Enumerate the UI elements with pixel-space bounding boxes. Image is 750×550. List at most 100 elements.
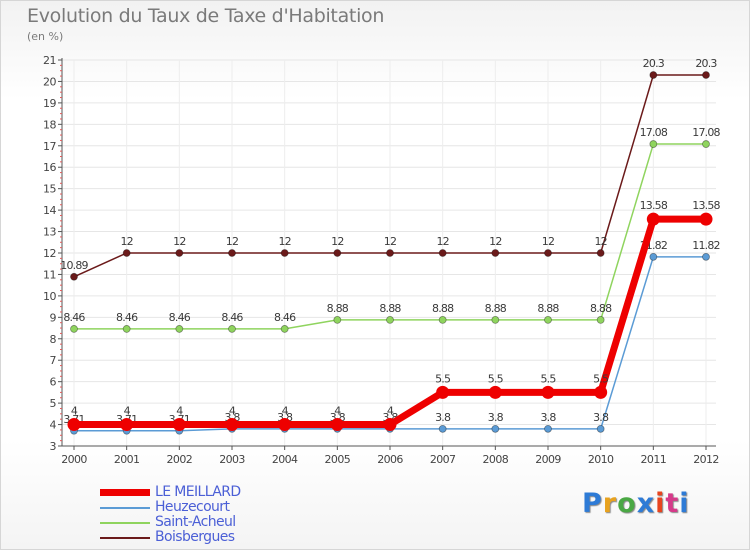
y-tick-label: 19: [43, 97, 56, 110]
y-tick-label: 8: [50, 333, 57, 346]
data-point-boisbergues: [280, 249, 289, 257]
data-label-boisbergues: 12: [436, 235, 448, 248]
series-saint-acheul: 8.46 8.46 8.46 8.46 8.46 8.88 8.88 8.88 8.88 8.88…: [63, 126, 721, 333]
y-tick-label: 18: [43, 118, 56, 131]
logo-letter: o: [617, 488, 637, 519]
data-point-le-meillard: [120, 418, 134, 432]
logo-letter: P: [582, 488, 603, 519]
y-tick-label: 17: [43, 140, 56, 153]
y-tick-label: 9: [50, 311, 57, 324]
y-tick-label: 13: [43, 226, 56, 239]
data-point-saint-acheul: [649, 140, 658, 148]
x-tick-label: 2006: [377, 453, 403, 466]
logo-letter: i: [655, 488, 666, 519]
data-point-boisbergues: [122, 249, 131, 257]
data-point-saint-acheul: [544, 316, 552, 324]
data-label-heuzecourt: 11.82: [692, 239, 720, 252]
data-label-heuzecourt: 3.8: [488, 411, 504, 424]
data-label-boisbergues: 12: [331, 235, 343, 248]
data-label-le-meillard: 4: [176, 405, 183, 418]
proxiti-logo: Proxiti: [582, 488, 690, 519]
data-point-saint-acheul: [491, 316, 500, 324]
data-point-saint-acheul: [70, 325, 78, 333]
y-tick-label: 20: [43, 75, 56, 88]
legend-swatch: [100, 537, 150, 539]
y-tick-label: 15: [43, 183, 56, 196]
logo-letter: t: [665, 488, 680, 519]
x-tick-label: 2002: [167, 453, 193, 466]
data-label-le-meillard: 5.5: [540, 372, 556, 385]
x-tick-label: 2012: [693, 453, 719, 466]
data-point-saint-acheul: [702, 140, 710, 148]
x-tick-label: 2007: [430, 453, 456, 466]
y-tick-label: 3: [50, 440, 57, 453]
data-point-boisbergues: [438, 249, 447, 257]
x-tick-label: 2004: [272, 453, 298, 466]
data-point-saint-acheul: [122, 325, 131, 333]
data-label-heuzecourt: 3.8: [540, 411, 556, 424]
data-label-le-meillard: 4: [229, 405, 236, 418]
data-label-boisbergues: 12: [173, 235, 185, 248]
legend-label: LE MEILLARD: [155, 484, 241, 500]
data-label-saint-acheul: 8.88: [485, 302, 507, 315]
data-label-le-meillard: 5.5: [435, 372, 451, 385]
data-label-le-meillard: 13.58: [640, 199, 668, 212]
data-label-saint-acheul: 17.08: [640, 126, 668, 139]
data-label-boisbergues: 12: [120, 235, 132, 248]
data-point-le-meillard: [330, 418, 344, 432]
data-label-boisbergues: 12: [594, 235, 606, 248]
y-tick-label: 7: [50, 354, 57, 367]
data-label-le-meillard: 5.5: [488, 372, 504, 385]
data-label-le-meillard: 4: [282, 405, 289, 418]
data-label-saint-acheul: 17.08: [692, 126, 720, 139]
data-point-saint-acheul: [438, 316, 447, 324]
data-label-boisbergues: 12: [384, 235, 396, 248]
data-point-heuzecourt: [491, 424, 500, 433]
logo-letter: x: [636, 488, 656, 519]
data-point-saint-acheul: [280, 325, 289, 333]
data-label-saint-acheul: 8.88: [537, 302, 559, 315]
data-point-saint-acheul: [175, 325, 184, 333]
data-label-le-meillard: 4: [71, 405, 78, 418]
data-point-saint-acheul: [228, 325, 236, 333]
data-point-saint-acheul: [596, 316, 605, 324]
data-point-heuzecourt: [544, 424, 552, 433]
data-label-saint-acheul: 8.88: [379, 302, 401, 315]
x-tick-label: 2000: [61, 453, 87, 466]
data-label-le-meillard: 4: [387, 405, 394, 418]
data-point-le-meillard: [541, 385, 555, 399]
data-label-saint-acheul: 8.46: [63, 311, 85, 324]
legend-label: Heuzecourt: [155, 499, 230, 515]
data-label-boisbergues: 20.3: [643, 57, 665, 70]
y-tick-label: 10: [43, 290, 56, 303]
data-point-le-meillard: [172, 418, 186, 432]
data-point-heuzecourt: [649, 252, 658, 261]
data-point-le-meillard: [488, 385, 502, 399]
y-tick-label: 14: [43, 204, 56, 217]
data-point-saint-acheul: [333, 316, 342, 324]
data-label-boisbergues: 12: [226, 235, 238, 248]
data-point-boisbergues: [70, 272, 78, 281]
data-label-le-meillard: 4: [334, 405, 341, 418]
data-point-heuzecourt: [702, 252, 710, 261]
data-point-boisbergues: [228, 249, 236, 257]
data-label-saint-acheul: 8.88: [327, 302, 349, 315]
data-label-heuzecourt: 3.8: [435, 411, 451, 424]
data-label-heuzecourt: 3.8: [593, 411, 609, 424]
data-point-boisbergues: [702, 71, 710, 79]
x-tick-label: 2001: [114, 453, 140, 466]
data-point-le-meillard: [225, 418, 239, 432]
data-label-saint-acheul: 8.46: [274, 311, 296, 324]
chart-title: Evolution du Taux de Taxe d'Habitation: [27, 5, 385, 27]
data-point-saint-acheul: [386, 316, 394, 324]
y-tick-label: 4: [50, 419, 57, 432]
series-boisbergues: 10.89 12 12 12 12 12 12 12 12 12 12 20.3 20.3: [60, 57, 718, 281]
series-le-meillard: 4 4 4 4 4 4 4 5.5 5.5 5.5 5.5 13.58 13.58: [67, 199, 721, 432]
data-point-heuzecourt: [438, 424, 447, 433]
data-point-boisbergues: [596, 249, 605, 257]
x-tick-label: 2003: [219, 453, 245, 466]
x-tick-label: 2009: [535, 453, 561, 466]
data-label-saint-acheul: 8.46: [221, 311, 243, 324]
